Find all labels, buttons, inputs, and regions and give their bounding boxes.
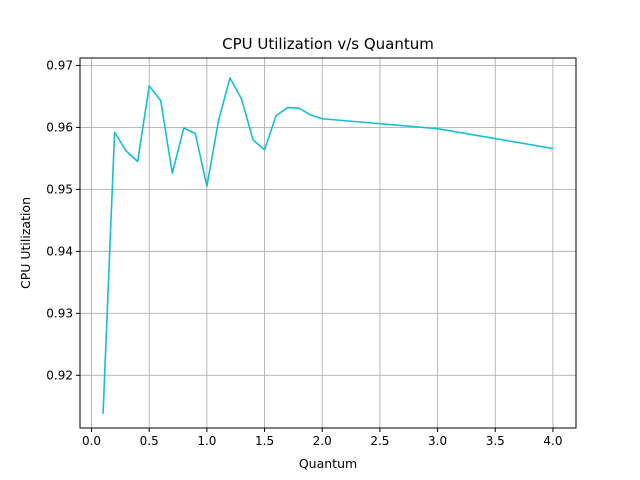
x-axis-label: Quantum	[299, 456, 357, 471]
grid-lines	[80, 58, 576, 428]
axis-ticks: 0.0 0.5 1.0 1.5 2.0 2.5 3.0 3.5 4.0 0.92 0.93 0.94 0…	[46, 58, 562, 448]
y-axis-label: CPU Utilization	[18, 197, 33, 289]
x-tick-label: 0.5	[140, 434, 159, 448]
y-tick-label: 0.94	[46, 244, 73, 258]
x-tick-label: 1.0	[197, 434, 216, 448]
x-tick-label: 3.5	[486, 434, 505, 448]
x-tick-label: 0.0	[82, 434, 101, 448]
chart-title: CPU Utilization v/s Quantum	[222, 35, 434, 53]
x-tick-label: 2.0	[313, 434, 332, 448]
series-line-0	[102, 77, 554, 414]
y-tick-label: 0.95	[46, 182, 73, 196]
y-tick-label: 0.93	[46, 306, 73, 320]
plot-frame	[79, 57, 577, 429]
x-tick-label: 3.0	[428, 434, 447, 448]
series-layer	[102, 77, 554, 414]
y-tick-label: 0.96	[46, 120, 73, 134]
y-tick-label: 0.97	[46, 58, 73, 72]
x-tick-label: 4.0	[543, 434, 562, 448]
x-tick-label: 1.5	[255, 434, 274, 448]
y-tick-label: 0.92	[46, 368, 73, 382]
x-tick-label: 2.5	[370, 434, 389, 448]
